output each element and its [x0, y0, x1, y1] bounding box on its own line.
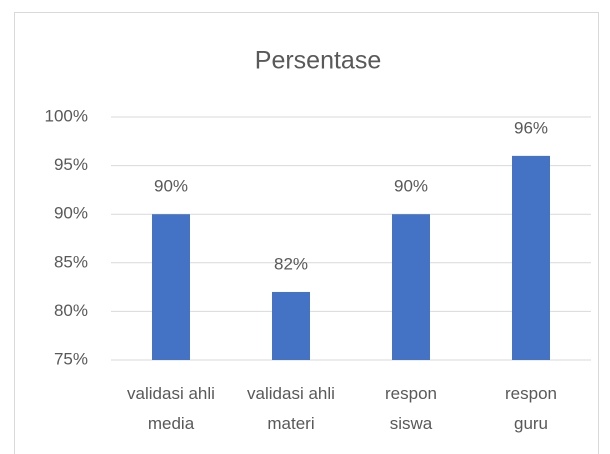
bar	[272, 291, 310, 360]
y-tick-label: 80%	[54, 301, 88, 320]
chart-border	[14, 12, 599, 454]
y-tick-label: 90%	[54, 204, 88, 223]
y-tick-label: 95%	[54, 155, 88, 174]
bar	[152, 214, 190, 360]
x-tick-label: validasi ahli media	[127, 384, 215, 433]
x-tick-label: respon guru	[505, 384, 557, 433]
data-label: 90%	[154, 177, 188, 196]
bar	[392, 214, 430, 360]
chart-title: Persentase	[255, 47, 381, 75]
x-tick-label: respon siswa	[385, 384, 437, 433]
y-tick-label: 75%	[54, 349, 88, 368]
data-label: 82%	[274, 254, 308, 273]
x-tick-label: validasi ahli materi	[247, 384, 335, 433]
data-label: 96%	[514, 118, 548, 137]
y-tick-label: 85%	[54, 252, 88, 271]
y-tick-label: 100%	[45, 106, 88, 125]
data-label: 90%	[394, 177, 428, 196]
bar	[512, 155, 550, 360]
